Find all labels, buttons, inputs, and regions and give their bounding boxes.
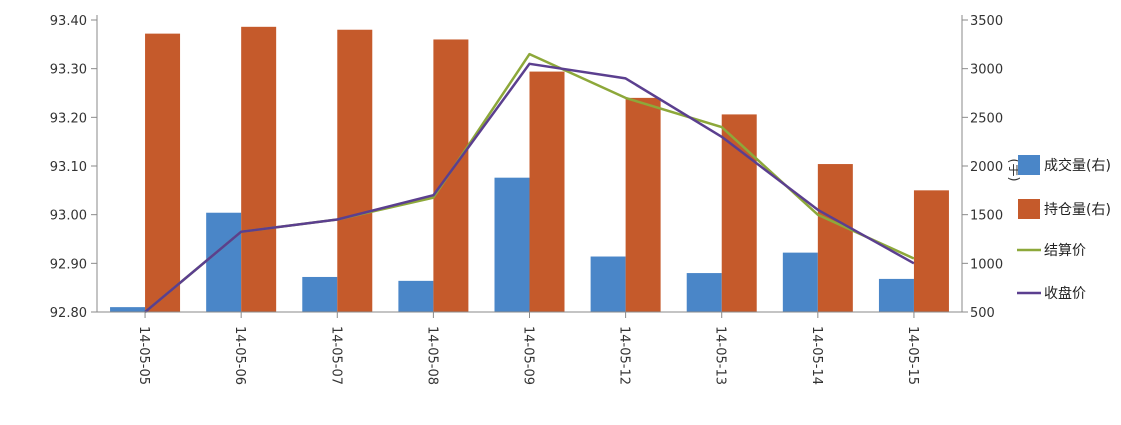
bar-open-interest-5 [625, 97, 661, 312]
bar-open-interest-2 [337, 29, 373, 312]
x-tick-label-5: 14-05-12 [617, 326, 632, 385]
bars-layer [110, 26, 949, 313]
left-tick-label-6: 93.40 [50, 14, 87, 29]
line-close-price [144, 62, 915, 313]
bar-open-interest-7 [817, 164, 853, 312]
bar-open-interest-8 [913, 190, 949, 312]
legend-label-0: 成交量(右) [1044, 157, 1111, 174]
x-tick-label-4: 14-05-09 [521, 326, 536, 385]
right-tick-label-2: 1500 [970, 209, 1003, 224]
x-tick-label-1: 14-05-06 [232, 326, 247, 385]
bar-volume-7 [782, 252, 818, 312]
x-tick-label-7: 14-05-14 [809, 326, 824, 385]
left-tick-label-1: 92.90 [50, 257, 87, 272]
right-axis-unit-label: (手) [1006, 158, 1021, 181]
right-tick-label-0: 500 [970, 306, 995, 321]
x-tick-label-6: 14-05-13 [713, 326, 728, 385]
bar-volume-6 [686, 273, 722, 312]
legend-label-2: 结算价 [1044, 243, 1086, 259]
right-tick-label-1: 1000 [970, 257, 1003, 272]
lines-layer [144, 52, 915, 313]
left-tick-label-2: 93.00 [50, 209, 87, 224]
x-tick-label-2: 14-05-07 [328, 326, 343, 385]
right-tick-label-6: 3500 [970, 14, 1003, 29]
right-tick-label-4: 2500 [970, 111, 1003, 126]
bar-volume-8 [878, 278, 914, 312]
left-tick-label-3: 93.10 [50, 160, 87, 175]
left-tick-label-5: 93.30 [50, 63, 87, 78]
legend-label-3: 收盘价 [1044, 285, 1086, 302]
bar-open-interest-3 [433, 39, 469, 312]
right-tick-label-3: 2000 [970, 160, 1003, 175]
right-tick-label-5: 3000 [970, 63, 1003, 78]
x-tick-label-3: 14-05-08 [424, 326, 439, 385]
bar-open-interest-1 [241, 26, 277, 313]
x-tick-label-0: 14-05-05 [136, 326, 151, 385]
bar-open-interest-4 [529, 71, 565, 312]
x-tick-label-8: 14-05-15 [905, 326, 920, 385]
bar-volume-3 [398, 280, 434, 312]
axes-layer: 92.80 92.90 93.00 93.10 93.20 93.30 93.40 500 10… [50, 14, 1021, 385]
legend-label-1: 持仓量(右) [1044, 202, 1111, 218]
bar-volume-1 [206, 212, 242, 312]
bar-volume-5 [590, 256, 626, 312]
left-tick-label-4: 93.20 [50, 111, 87, 126]
bar-volume-0 [110, 307, 146, 312]
bar-open-interest-0 [145, 33, 181, 312]
legend-swatch-0 [1018, 155, 1040, 175]
left-tick-label-0: 92.80 [50, 306, 87, 321]
bar-volume-4 [494, 177, 530, 312]
bar-open-interest-6 [721, 114, 757, 312]
bar-volume-2 [302, 276, 338, 312]
legend-swatch-1 [1018, 199, 1040, 219]
